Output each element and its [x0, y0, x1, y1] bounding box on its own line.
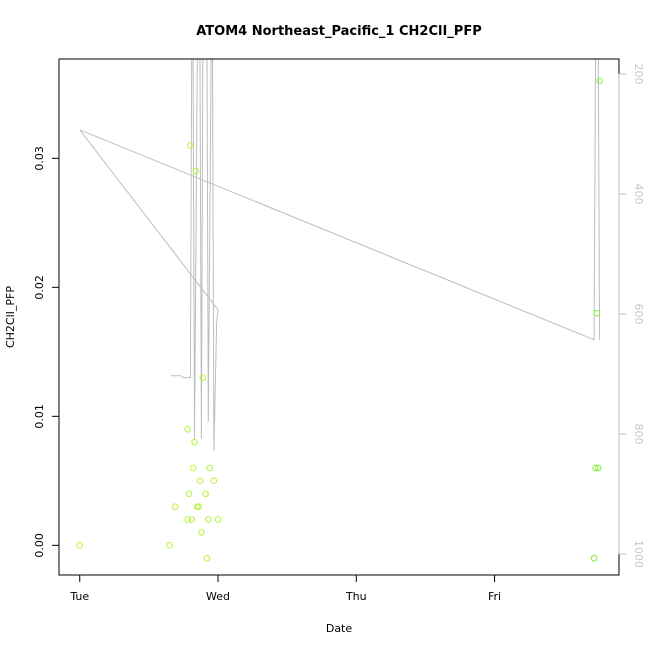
- pressure-series: [79, 58, 601, 451]
- chart-title: ATOM4 Northeast_Pacific_1 CH2ClI_PFP: [196, 24, 481, 39]
- pressure-line: [79, 58, 601, 451]
- data-point: [189, 464, 197, 472]
- data-point: [199, 374, 207, 381]
- x-tick-label: Tue: [69, 590, 89, 603]
- data-point: [184, 516, 191, 523]
- data-point: [196, 477, 204, 485]
- data-point: [590, 554, 598, 562]
- scatter-series: [76, 77, 603, 562]
- data-point: [192, 167, 200, 175]
- x-tick-label: Thu: [345, 590, 367, 603]
- data-point: [202, 490, 209, 498]
- data-point: [203, 554, 211, 562]
- data-point: [166, 542, 173, 549]
- data-point: [171, 503, 179, 510]
- y-right-tick-label: 800: [632, 424, 645, 445]
- y-right-tick-label: 200: [632, 64, 645, 85]
- data-point: [76, 542, 84, 549]
- x-tick-label: Fri: [488, 590, 501, 603]
- y-left-tick-label: 0.00: [33, 533, 46, 558]
- plot-frame: [58, 58, 620, 576]
- data-point: [596, 77, 603, 85]
- x-axis-label: Date: [326, 622, 353, 635]
- y-axis-left: 0.00 0.01 0.02 0.03: [33, 146, 60, 558]
- data-point: [185, 490, 193, 498]
- x-axis: Tue Wed Thu Fri: [69, 574, 501, 603]
- data-point: [205, 516, 212, 523]
- y-left-tick-label: 0.03: [33, 146, 46, 171]
- data-point: [593, 309, 601, 317]
- y-right-tick-label: 600: [632, 304, 645, 325]
- data-point: [191, 438, 198, 446]
- y-left-tick-label: 0.01: [33, 404, 46, 429]
- x-tick-label: Wed: [206, 590, 230, 603]
- data-point: [214, 516, 222, 523]
- data-point: [184, 425, 191, 433]
- data-point: [198, 529, 205, 536]
- y-axis-label: CH2ClI_PFP: [4, 286, 17, 348]
- y-right-tick-label: 400: [632, 184, 645, 205]
- data-point: [592, 464, 599, 472]
- data-point: [195, 503, 202, 510]
- y-right-tick-label: 1000: [632, 540, 645, 568]
- data-point: [594, 464, 602, 472]
- data-point: [188, 516, 196, 523]
- y-left-tick-label: 0.02: [33, 275, 46, 300]
- y-axis-right: 200 400 600 800 1000: [618, 64, 645, 568]
- data-point: [187, 142, 194, 149]
- data-point: [210, 477, 218, 485]
- data-point: [206, 464, 214, 472]
